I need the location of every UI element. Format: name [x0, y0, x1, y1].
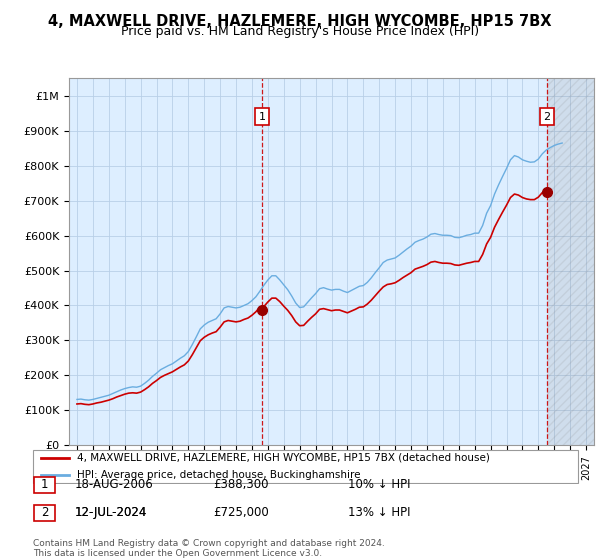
Text: Price paid vs. HM Land Registry's House Price Index (HPI): Price paid vs. HM Land Registry's House … — [121, 25, 479, 38]
Text: 13% ↓ HPI: 13% ↓ HPI — [348, 506, 410, 520]
Text: 2: 2 — [543, 112, 550, 122]
Text: 4, MAXWELL DRIVE, HAZLEMERE, HIGH WYCOMBE, HP15 7BX: 4, MAXWELL DRIVE, HAZLEMERE, HIGH WYCOMB… — [48, 14, 552, 29]
FancyBboxPatch shape — [34, 505, 55, 521]
Text: £388,300: £388,300 — [213, 478, 269, 492]
Text: 1: 1 — [41, 478, 48, 492]
Text: 1: 1 — [259, 112, 265, 122]
Text: Contains HM Land Registry data © Crown copyright and database right 2024.
This d: Contains HM Land Registry data © Crown c… — [33, 539, 385, 558]
Text: 18-AUG-2006: 18-AUG-2006 — [75, 478, 154, 492]
Text: 2: 2 — [41, 506, 48, 520]
Bar — [547, 78, 594, 445]
Text: 12-JUL-2024: 12-JUL-2024 — [75, 506, 148, 520]
Text: 10% ↓ HPI: 10% ↓ HPI — [348, 478, 410, 492]
Text: HPI: Average price, detached house, Buckinghamshire: HPI: Average price, detached house, Buck… — [77, 470, 361, 480]
FancyBboxPatch shape — [34, 477, 55, 493]
Text: 12-JUL-2024: 12-JUL-2024 — [75, 506, 148, 520]
Text: £725,000: £725,000 — [213, 506, 269, 520]
FancyBboxPatch shape — [33, 450, 578, 483]
Text: 4, MAXWELL DRIVE, HAZLEMERE, HIGH WYCOMBE, HP15 7BX (detached house): 4, MAXWELL DRIVE, HAZLEMERE, HIGH WYCOMB… — [77, 453, 490, 463]
